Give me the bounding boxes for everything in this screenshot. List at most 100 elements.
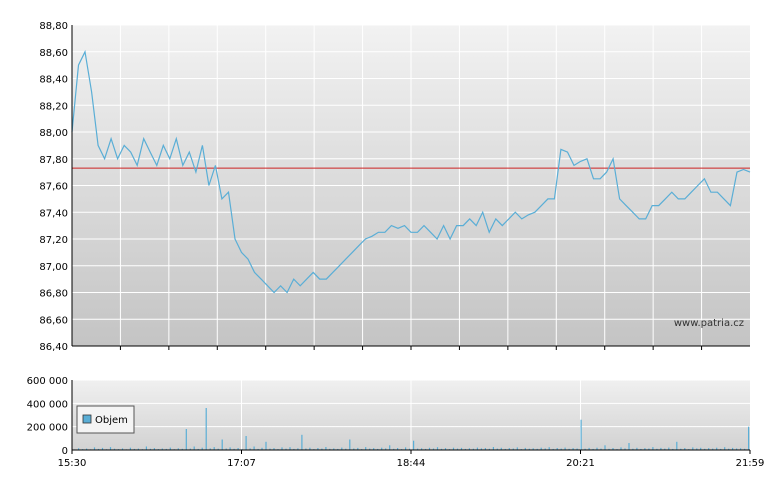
volume-bar	[620, 447, 622, 450]
volume-bar	[281, 447, 283, 450]
volume-bar	[464, 448, 466, 450]
volume-bar	[456, 448, 459, 450]
volume-bar	[452, 447, 455, 450]
volume-bar	[257, 448, 259, 450]
volume-bar	[357, 447, 359, 450]
volume-bar	[588, 447, 590, 450]
volume-bar	[556, 448, 558, 450]
volume-bar	[381, 447, 383, 450]
volume-bar	[564, 447, 566, 450]
volume-bar	[496, 448, 498, 450]
volume-bar	[337, 448, 339, 450]
volume-bar	[169, 447, 171, 450]
volume-bar	[349, 439, 351, 450]
volume-bar	[612, 448, 614, 450]
volume-bar	[576, 448, 578, 450]
volume-bar	[512, 448, 514, 450]
price-ytick-label: 86,80	[39, 289, 68, 300]
volume-bar	[508, 448, 510, 450]
volume-bar	[608, 448, 610, 450]
volume-bar	[540, 447, 542, 450]
volume-bar	[708, 448, 710, 450]
volume-bar	[668, 447, 670, 450]
volume-bar	[624, 448, 626, 450]
volume-bar	[345, 448, 347, 450]
price-ytick-label: 88,60	[39, 48, 68, 59]
volume-bar	[580, 419, 582, 450]
volume-bar	[289, 447, 291, 450]
volume-bar	[397, 448, 399, 450]
volume-bar	[548, 447, 550, 450]
volume-bar	[181, 448, 183, 450]
volume-bar	[193, 446, 195, 450]
volume-bar	[121, 448, 124, 450]
volume-bar	[341, 447, 343, 450]
price-ytick-label: 87,20	[39, 235, 68, 246]
volume-bar	[436, 447, 439, 450]
volume-bar	[309, 447, 311, 450]
volume-bar	[560, 448, 562, 450]
volume-bar	[385, 448, 387, 450]
volume-bar	[353, 448, 355, 450]
volume-bar	[644, 448, 646, 450]
volume-bar	[261, 447, 263, 450]
volume-bar	[333, 448, 335, 450]
volume-bar	[149, 448, 151, 450]
volume-bar	[680, 448, 682, 450]
volume-ytick-label: 0	[62, 446, 68, 457]
volume-bar	[145, 446, 147, 450]
volume-bar	[185, 429, 187, 450]
watermark-text: www.patria.cz	[674, 318, 744, 329]
volume-bar	[297, 448, 299, 451]
volume-bar	[221, 439, 223, 450]
volume-bar	[656, 448, 658, 450]
price-ytick-label: 87,60	[39, 182, 68, 193]
price-series-line	[71, 49, 751, 294]
volume-bar	[321, 448, 323, 450]
volume-bar	[305, 448, 307, 450]
price-ytick-label: 88,40	[39, 75, 68, 86]
volume-bar	[544, 448, 546, 450]
volume-bar	[472, 448, 474, 450]
volume-bar	[113, 448, 116, 450]
volume-ytick-label: 200 000	[27, 423, 68, 434]
volume-bar	[428, 447, 431, 450]
volume-bar	[229, 447, 231, 450]
price-ytick-label: 88,80	[39, 21, 68, 32]
time-tick-label: 17:07	[227, 458, 256, 469]
volume-bar	[109, 447, 112, 450]
volume-bar	[712, 448, 714, 450]
volume-bar	[285, 448, 287, 450]
volume-bar	[213, 447, 215, 450]
volume-bar	[568, 448, 570, 450]
volume-bar	[700, 447, 702, 450]
volume-bar	[480, 448, 482, 450]
volume-bar	[732, 447, 734, 450]
volume-bar	[421, 448, 423, 451]
volume-bar	[86, 448, 88, 450]
volume-bar	[317, 448, 319, 450]
volume-bar	[716, 447, 718, 450]
volume-bar	[720, 448, 722, 450]
volume-bar	[704, 448, 706, 450]
volume-bar	[153, 448, 155, 450]
volume-bar	[97, 448, 100, 450]
volume-bar	[101, 447, 104, 450]
volume-bar	[528, 448, 530, 450]
volume-bar	[468, 448, 470, 451]
volume-bar	[432, 448, 435, 450]
volume-bar	[253, 446, 255, 450]
volume-bar	[632, 448, 634, 450]
volume-bar	[460, 447, 463, 450]
volume-bar	[205, 408, 207, 450]
volume-bar	[724, 447, 726, 450]
volume-bar	[233, 448, 235, 450]
price-ytick-label: 87,00	[39, 262, 68, 273]
volume-ytick-label: 600 000	[27, 376, 68, 387]
volume-bar	[524, 447, 526, 450]
volume-bar	[245, 436, 247, 450]
volume-bar	[676, 441, 678, 450]
volume-bar	[389, 445, 391, 450]
